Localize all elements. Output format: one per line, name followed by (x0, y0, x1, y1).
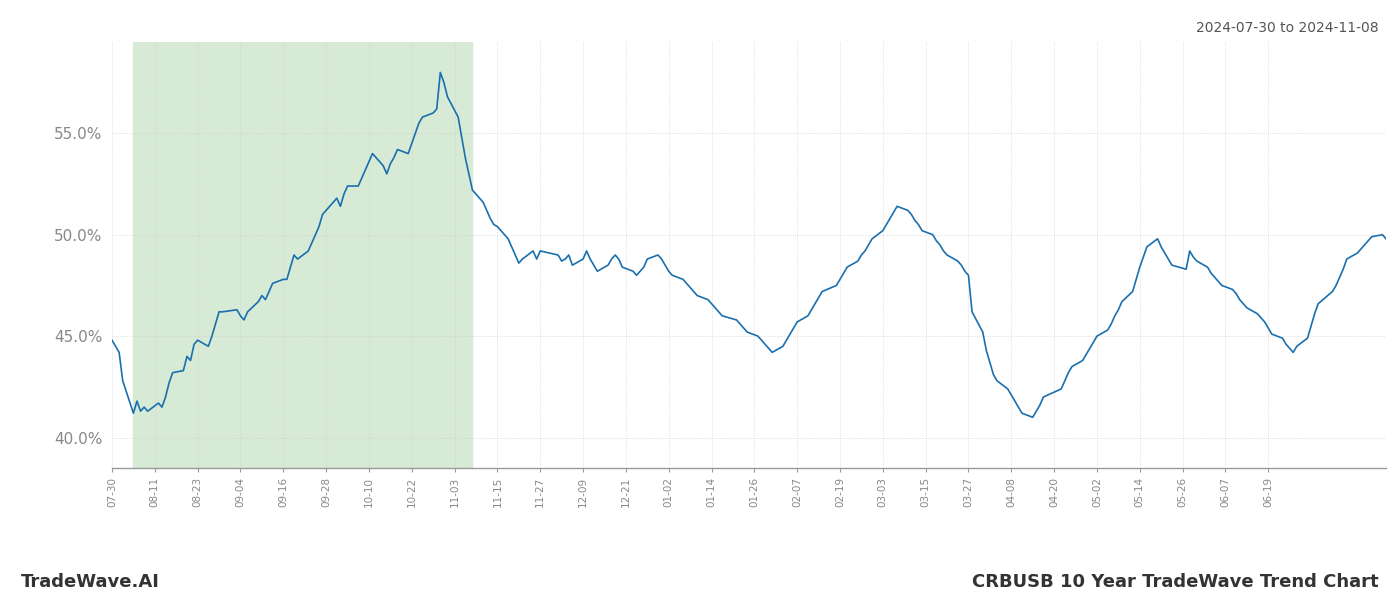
Text: 2024-07-30 to 2024-11-08: 2024-07-30 to 2024-11-08 (1197, 21, 1379, 35)
Bar (133, 42, 472, 468)
Text: CRBUSB 10 Year TradeWave Trend Chart: CRBUSB 10 Year TradeWave Trend Chart (973, 573, 1379, 591)
Text: TradeWave.AI: TradeWave.AI (21, 573, 160, 591)
